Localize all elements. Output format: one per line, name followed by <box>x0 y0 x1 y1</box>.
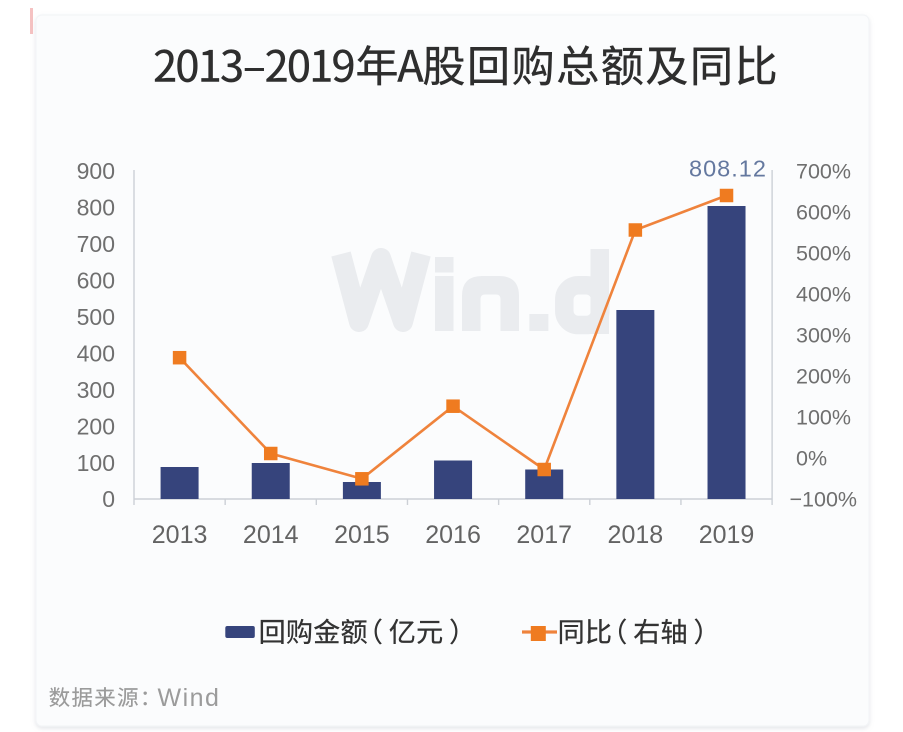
svg-text:2017: 2017 <box>516 521 572 549</box>
svg-text:900: 900 <box>77 158 115 184</box>
svg-text:200: 200 <box>77 413 115 439</box>
svg-text:808.12: 808.12 <box>689 156 767 182</box>
svg-text:2015: 2015 <box>334 521 390 549</box>
svg-text:−100%: −100% <box>790 488 858 512</box>
svg-text:300: 300 <box>77 377 115 403</box>
svg-text:400: 400 <box>77 340 115 366</box>
svg-text:2013: 2013 <box>152 521 208 549</box>
svg-text:100: 100 <box>77 450 115 476</box>
svg-text:500%: 500% <box>796 242 851 266</box>
svg-text:700%: 700% <box>796 160 851 184</box>
svg-text:2018: 2018 <box>608 521 664 549</box>
svg-text:Wind: Wind <box>158 684 221 712</box>
svg-text:2016: 2016 <box>425 521 481 549</box>
svg-text:600%: 600% <box>796 201 851 225</box>
svg-text:700: 700 <box>77 231 115 257</box>
svg-text:2019: 2019 <box>699 521 755 549</box>
svg-text:200%: 200% <box>796 365 851 389</box>
svg-text:100%: 100% <box>796 406 851 430</box>
svg-text:0%: 0% <box>796 447 827 471</box>
svg-text:600: 600 <box>77 268 115 294</box>
svg-text:800: 800 <box>77 195 115 221</box>
svg-text:300%: 300% <box>796 324 851 348</box>
svg-text:2014: 2014 <box>243 521 299 549</box>
svg-text:0: 0 <box>102 486 115 512</box>
svg-text:500: 500 <box>77 304 115 330</box>
svg-text:400%: 400% <box>796 283 851 307</box>
